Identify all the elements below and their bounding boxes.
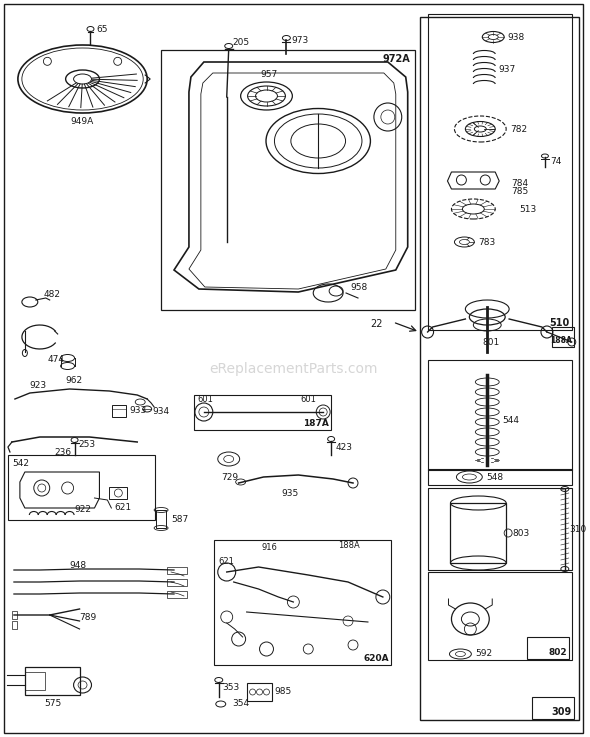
Text: 783: 783 [478, 237, 496, 246]
Bar [527, 637, 569, 659]
Text: 933: 933 [129, 405, 146, 414]
Text: 922: 922 [74, 505, 91, 514]
Bar [419, 17, 579, 720]
Text: 938: 938 [507, 32, 525, 41]
Text: 789: 789 [80, 612, 97, 621]
Text: 784: 784 [511, 178, 528, 187]
Bar [25, 672, 45, 690]
Text: 575: 575 [45, 699, 62, 708]
Text: 354: 354 [232, 699, 250, 708]
Text: 803: 803 [512, 528, 529, 537]
Bar [167, 591, 187, 598]
Text: 949A: 949A [71, 116, 94, 125]
Text: 923: 923 [30, 380, 47, 389]
Text: 973: 973 [291, 35, 309, 44]
Bar [428, 488, 572, 570]
Bar [428, 360, 572, 470]
Text: 510: 510 [549, 318, 570, 328]
Text: 621: 621 [219, 557, 235, 567]
Text: 948: 948 [70, 561, 87, 570]
Text: 548: 548 [486, 472, 503, 481]
Text: eReplacementParts.com: eReplacementParts.com [209, 362, 378, 376]
Text: 513: 513 [519, 204, 536, 214]
Text: 601: 601 [300, 394, 316, 403]
Text: 916: 916 [261, 542, 277, 551]
Bar [161, 50, 415, 310]
Bar [247, 683, 273, 701]
Bar [12, 621, 17, 629]
Text: 236: 236 [55, 447, 72, 456]
Text: 934: 934 [152, 407, 169, 416]
Text: 620A: 620A [363, 654, 389, 663]
Text: 729: 729 [221, 472, 238, 481]
Text: 22: 22 [370, 319, 382, 329]
Bar [156, 510, 166, 528]
Bar [428, 469, 572, 485]
Bar [8, 455, 155, 520]
Text: 309: 309 [552, 707, 572, 717]
Bar [214, 540, 391, 665]
Text: 74: 74 [550, 156, 561, 166]
Bar [194, 395, 331, 430]
Text: 544: 544 [502, 416, 519, 425]
Text: 785: 785 [511, 186, 529, 195]
Text: 935: 935 [281, 489, 299, 498]
Text: 621: 621 [114, 503, 132, 511]
Text: 962: 962 [65, 375, 83, 385]
Bar [428, 572, 572, 660]
Text: 423: 423 [335, 442, 352, 452]
Text: 353: 353 [223, 682, 240, 691]
Bar [109, 487, 127, 499]
Text: 592: 592 [476, 649, 493, 658]
Text: 802: 802 [548, 648, 567, 657]
Bar [428, 14, 572, 330]
Bar [25, 667, 80, 695]
Bar [552, 327, 573, 347]
Text: 65: 65 [96, 24, 108, 33]
Text: 474: 474 [48, 354, 65, 363]
Text: 205: 205 [232, 38, 250, 46]
Text: 482: 482 [44, 290, 61, 298]
Bar [451, 503, 506, 563]
Text: 587: 587 [171, 514, 188, 523]
Text: 601: 601 [197, 394, 213, 403]
Text: 253: 253 [78, 439, 96, 449]
Text: 937: 937 [498, 65, 516, 74]
Text: 310: 310 [569, 525, 586, 534]
Text: 188A: 188A [338, 540, 360, 550]
Text: 957: 957 [261, 69, 278, 79]
Bar [167, 579, 187, 586]
Text: 542: 542 [12, 458, 29, 467]
Text: 985: 985 [274, 688, 291, 696]
Bar [532, 697, 573, 719]
Text: 958: 958 [350, 282, 368, 292]
Text: 187A: 187A [303, 419, 329, 428]
Text: 801: 801 [482, 338, 500, 346]
Text: 972A: 972A [383, 54, 411, 64]
Bar [112, 405, 126, 417]
Bar [12, 611, 17, 619]
Text: 782: 782 [510, 125, 527, 133]
Text: 188A: 188A [550, 336, 572, 345]
Bar [167, 567, 187, 574]
